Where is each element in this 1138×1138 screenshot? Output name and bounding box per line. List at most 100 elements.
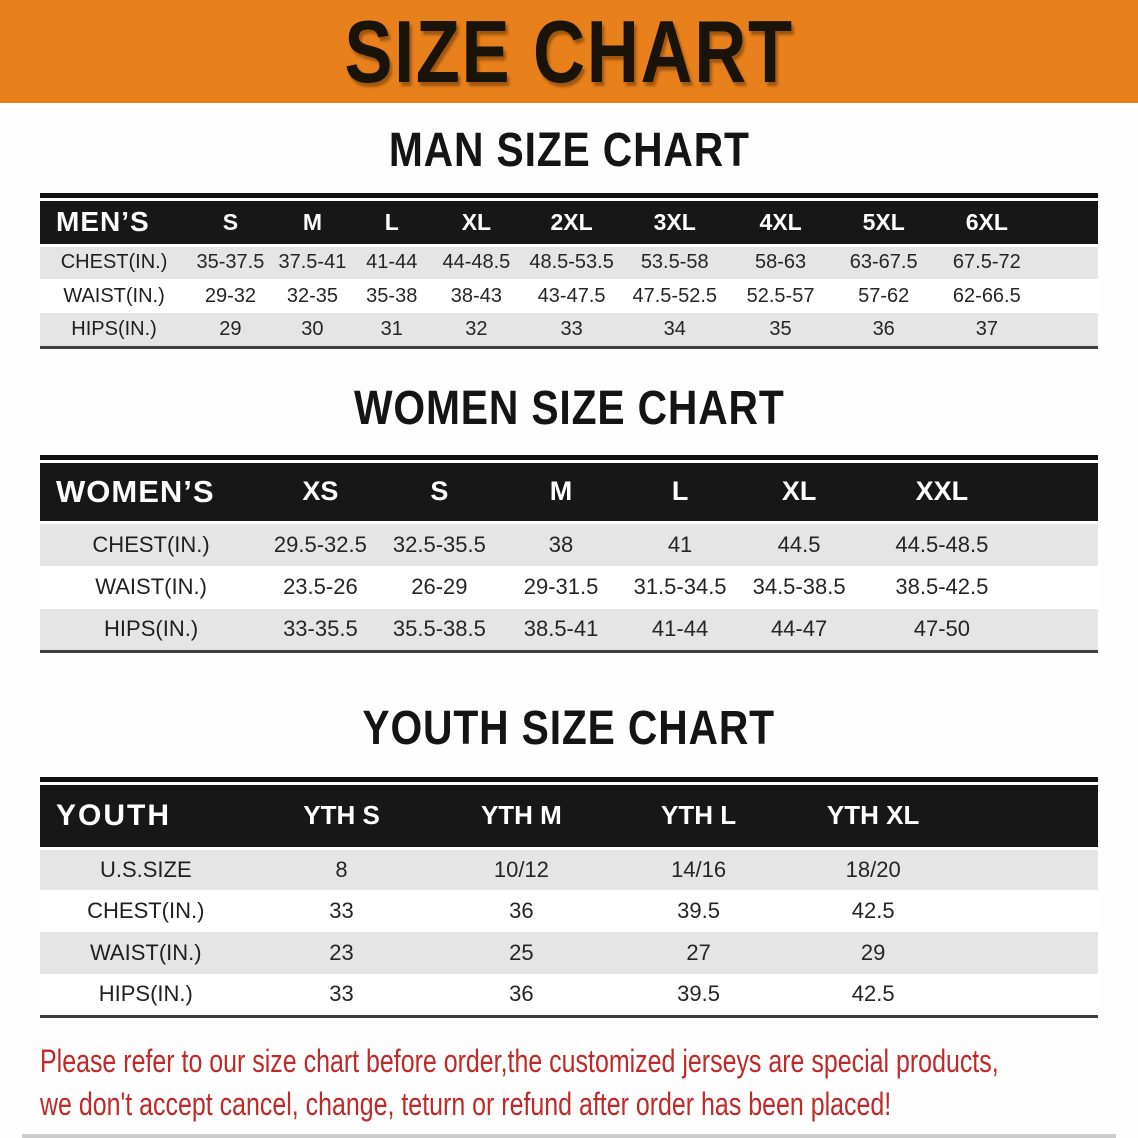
women-table: WOMEN’S XS S M L XL XXL CHEST(IN.) 29.5-… xyxy=(40,462,1098,653)
row-label: WAIST(IN.) xyxy=(40,279,189,313)
size-cell: 23.5-26 xyxy=(262,565,379,609)
size-col-header: YTH L xyxy=(611,785,786,850)
men-table-label: MEN’S xyxy=(40,201,189,247)
size-cell: 18/20 xyxy=(785,848,961,890)
size-cell: 29 xyxy=(785,932,961,974)
size-cell: 53.5-58 xyxy=(621,245,728,279)
size-cell: 29 xyxy=(188,313,273,347)
table-top-rule xyxy=(40,193,1098,198)
size-cell: 36 xyxy=(431,974,612,1016)
men-header-row: MEN’S S M L XL 2XL 3XL 4XL 5XL 6XL xyxy=(40,201,1098,247)
size-cell: 62-66.5 xyxy=(933,279,1040,313)
size-col-header: L xyxy=(352,201,432,247)
spacer-cell xyxy=(960,890,1098,932)
size-cell: 33-35.5 xyxy=(262,608,379,652)
size-cell: 35-38 xyxy=(352,279,432,313)
footer-line-2-wrap: we don't accept cancel, change, teturn o… xyxy=(40,1083,1138,1126)
row-label: U.S.SIZE xyxy=(40,848,252,890)
women-table-label: WOMEN’S xyxy=(40,462,263,524)
men-chest-row: CHEST(IN.) 35-37.5 37.5-41 41-44 44-48.5… xyxy=(40,245,1098,279)
size-col-header: XS xyxy=(262,462,379,524)
size-col-header: 2XL xyxy=(521,201,622,247)
size-cell: 36 xyxy=(431,890,612,932)
size-cell: 32 xyxy=(431,313,522,347)
size-cell: 35-37.5 xyxy=(188,245,273,279)
banner-title: SIZE CHART xyxy=(344,1,794,101)
size-col-header: M xyxy=(272,201,353,247)
spacer-cell xyxy=(1023,608,1098,652)
size-cell: 44.5 xyxy=(738,522,860,566)
row-label: HIPS(IN.) xyxy=(40,974,252,1016)
size-cell: 34.5-38.5 xyxy=(738,565,860,609)
spacer-cell xyxy=(1039,245,1098,279)
youth-waist-row: WAIST(IN.) 23 25 27 29 xyxy=(40,932,1098,974)
men-table: MEN’S S M L XL 2XL 3XL 4XL 5XL 6XL CHEST… xyxy=(40,201,1098,349)
size-cell: 31 xyxy=(352,313,432,347)
size-cell: 42.5 xyxy=(785,974,961,1016)
size-cell: 63-67.5 xyxy=(833,245,934,279)
size-col-header: YTH S xyxy=(251,785,432,850)
size-col-header: 4XL xyxy=(727,201,834,247)
youth-section-heading: YOUTH SIZE CHART xyxy=(0,701,1138,757)
size-cell: 26-29 xyxy=(378,565,501,609)
spacer-cell xyxy=(960,848,1098,890)
size-cell: 44-48.5 xyxy=(431,245,522,279)
size-cell: 37 xyxy=(933,313,1040,347)
size-cell: 32-35 xyxy=(272,279,353,313)
footer-line-1-wrap: Please refer to our size chart before or… xyxy=(40,1040,1138,1083)
row-label: CHEST(IN.) xyxy=(40,522,263,566)
size-cell: 34 xyxy=(621,313,728,347)
men-size-table: MEN’S S M L XL 2XL 3XL 4XL 5XL 6XL CHEST… xyxy=(40,193,1098,349)
women-chest-row: CHEST(IN.) 29.5-32.5 32.5-35.5 38 41 44.… xyxy=(40,522,1098,566)
size-cell: 67.5-72 xyxy=(933,245,1040,279)
size-cell: 38.5-42.5 xyxy=(859,565,1024,609)
size-cell: 41-44 xyxy=(621,608,739,652)
size-cell: 44-47 xyxy=(738,608,860,652)
row-label: WAIST(IN.) xyxy=(40,565,263,609)
size-col-header: XL xyxy=(431,201,522,247)
youth-hips-row: HIPS(IN.) 33 36 39.5 42.5 xyxy=(40,974,1098,1016)
spacer-cell xyxy=(1023,462,1098,524)
footer-line-1: Please refer to our size chart before or… xyxy=(40,1042,999,1079)
row-label: WAIST(IN.) xyxy=(40,932,252,974)
size-cell: 38-43 xyxy=(431,279,522,313)
size-cell: 37.5-41 xyxy=(272,245,353,279)
size-cell: 23 xyxy=(251,932,432,974)
size-cell: 58-63 xyxy=(727,245,834,279)
size-cell: 47.5-52.5 xyxy=(621,279,728,313)
youth-table-label: YOUTH xyxy=(40,785,252,850)
youth-section-heading-text: YOUTH SIZE CHART xyxy=(362,702,776,755)
size-cell: 33 xyxy=(251,974,432,1016)
size-cell: 52.5-57 xyxy=(727,279,834,313)
size-cell: 39.5 xyxy=(611,890,786,932)
size-col-header: L xyxy=(621,462,739,524)
spacer-cell xyxy=(1023,522,1098,566)
size-cell: 48.5-53.5 xyxy=(521,245,622,279)
women-waist-row: WAIST(IN.) 23.5-26 26-29 29-31.5 31.5-34… xyxy=(40,565,1098,609)
row-label: CHEST(IN.) xyxy=(40,245,189,279)
youth-size-table: YOUTH YTH S YTH M YTH L YTH XL U.S.SIZE … xyxy=(40,777,1098,1018)
size-cell: 38.5-41 xyxy=(500,608,622,652)
spacer-cell xyxy=(960,785,1098,850)
women-header-row: WOMEN’S XS S M L XL XXL xyxy=(40,462,1098,524)
spacer-cell xyxy=(1039,313,1098,347)
table-top-rule xyxy=(40,454,1098,460)
size-col-header: XL xyxy=(738,462,860,524)
women-hips-row: HIPS(IN.) 33-35.5 35.5-38.5 38.5-41 41-4… xyxy=(40,608,1098,652)
spacer-cell xyxy=(960,974,1098,1016)
size-cell: 57-62 xyxy=(833,279,934,313)
size-col-header: 6XL xyxy=(933,201,1040,247)
footer-line-2: we don't accept cancel, change, teturn o… xyxy=(40,1085,892,1122)
size-cell: 31.5-34.5 xyxy=(621,565,739,609)
youth-ussize-row: U.S.SIZE 8 10/12 14/16 18/20 xyxy=(40,848,1098,890)
spacer-cell xyxy=(1039,279,1098,313)
row-label: HIPS(IN.) xyxy=(40,313,189,347)
spacer-cell xyxy=(1023,565,1098,609)
size-col-header: YTH M xyxy=(431,785,612,850)
row-label: CHEST(IN.) xyxy=(40,890,252,932)
row-label: HIPS(IN.) xyxy=(40,608,263,652)
men-hips-row: HIPS(IN.) 29 30 31 32 33 34 35 36 37 xyxy=(40,313,1098,347)
size-cell: 32.5-35.5 xyxy=(378,522,501,566)
size-cell: 25 xyxy=(431,932,612,974)
